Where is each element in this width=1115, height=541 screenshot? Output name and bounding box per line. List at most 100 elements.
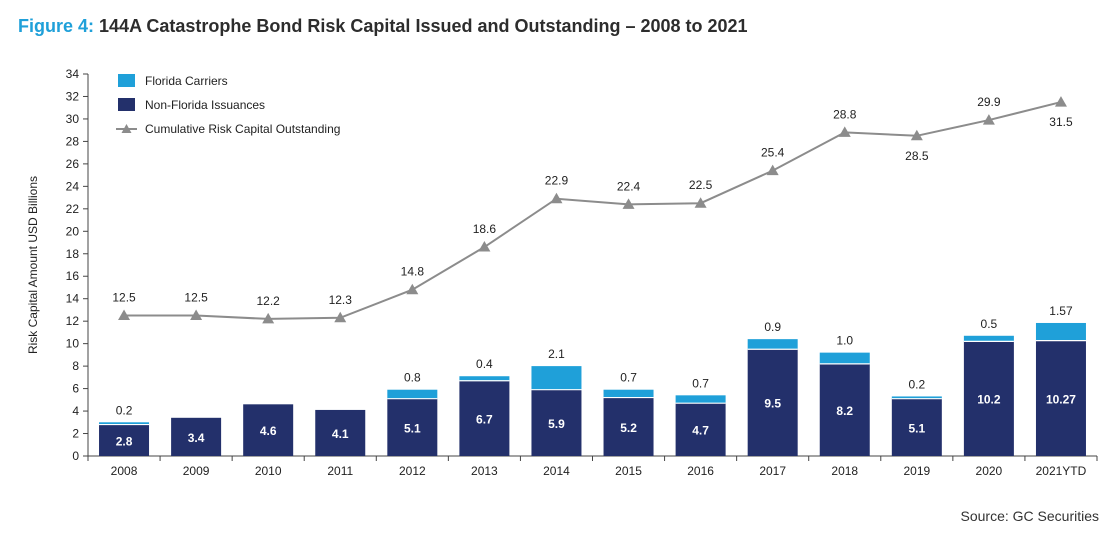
data-label-cumulative: 22.9 bbox=[545, 174, 569, 188]
data-label-florida: 0.5 bbox=[981, 317, 998, 331]
data-label-cumulative: 22.5 bbox=[689, 178, 713, 192]
legend-swatch-non-florida bbox=[118, 98, 135, 111]
data-label-cumulative: 12.2 bbox=[256, 294, 280, 308]
bar-florida bbox=[963, 335, 1014, 342]
y-tick-label: 16 bbox=[66, 269, 80, 283]
bar-florida bbox=[747, 339, 798, 350]
bar-non-florida bbox=[459, 380, 510, 456]
legend-label-non-florida: Non-Florida Issuances bbox=[145, 98, 265, 112]
x-tick-label: 2020 bbox=[976, 464, 1003, 478]
x-tick-label: 2009 bbox=[183, 464, 210, 478]
legend: Florida Carriers Non-Florida Issuances Cum… bbox=[116, 74, 340, 136]
y-tick-label: 4 bbox=[72, 404, 79, 418]
bar-non-florida bbox=[603, 397, 654, 456]
figure-label: Figure 4: bbox=[18, 16, 95, 36]
bar-non-florida bbox=[171, 417, 222, 456]
data-label-non-florida: 8.2 bbox=[836, 404, 853, 418]
cumulative-marker bbox=[1054, 96, 1067, 107]
x-tick-label: 2014 bbox=[543, 464, 570, 478]
cumulative-marker bbox=[118, 309, 131, 321]
data-label-non-florida: 4.7 bbox=[692, 424, 709, 438]
bar-florida bbox=[603, 389, 654, 398]
data-label-non-florida: 5.2 bbox=[620, 421, 637, 435]
x-tick-label: 2012 bbox=[399, 464, 426, 478]
cumulative-marker bbox=[766, 164, 779, 176]
x-tick-label: 2017 bbox=[759, 464, 786, 478]
y-tick-label: 6 bbox=[72, 382, 79, 396]
data-label-non-florida: 10.2 bbox=[977, 393, 1001, 407]
cumulative-marker bbox=[982, 114, 995, 125]
x-tick-label: 2010 bbox=[255, 464, 282, 478]
y-tick-label: 12 bbox=[66, 314, 80, 328]
bar-non-florida bbox=[819, 363, 870, 456]
y-tick-label: 32 bbox=[66, 89, 80, 103]
data-label-florida: 0.4 bbox=[476, 357, 493, 371]
cumulative-marker bbox=[334, 311, 347, 323]
bar-non-florida bbox=[891, 398, 942, 456]
bar-non-florida bbox=[243, 404, 294, 456]
bar-non-florida bbox=[315, 409, 366, 456]
data-label-non-florida: 10.27 bbox=[1046, 392, 1076, 406]
cumulative-marker bbox=[910, 129, 923, 141]
data-label-non-florida: 2.8 bbox=[116, 434, 133, 448]
data-label-cumulative: 14.8 bbox=[401, 265, 425, 279]
legend-label-cumulative: Cumulative Risk Capital Outstanding bbox=[145, 122, 340, 136]
y-tick-label: 30 bbox=[66, 112, 80, 126]
data-label-cumulative: 28.5 bbox=[905, 149, 929, 163]
bar-florida bbox=[891, 396, 942, 399]
bar-non-florida bbox=[387, 398, 438, 456]
x-tick-label: 2013 bbox=[471, 464, 498, 478]
bars: 2.8 0.2 3.4 4.6 4.1 5.1 0.8 6.7 0.4 5.9 2.1 5.2 0.7 4… bbox=[99, 304, 1086, 456]
data-label-non-florida: 4.6 bbox=[260, 424, 277, 438]
legend-swatch-florida bbox=[118, 74, 135, 87]
x-tick-label: 2008 bbox=[111, 464, 138, 478]
x-tick-label: 2019 bbox=[903, 464, 930, 478]
data-label-cumulative: 28.8 bbox=[833, 107, 857, 121]
chart-title: Figure 4: 144A Catastrophe Bond Risk Cap… bbox=[18, 16, 748, 37]
cumulative-polyline bbox=[124, 101, 1062, 320]
bar-florida bbox=[675, 395, 726, 404]
data-label-non-florida: 5.9 bbox=[548, 417, 565, 431]
y-tick-label: 34 bbox=[66, 67, 80, 81]
bar-non-florida bbox=[747, 349, 798, 456]
data-label-cumulative: 25.4 bbox=[761, 146, 785, 160]
data-label-non-florida: 5.1 bbox=[404, 421, 421, 435]
bar-florida bbox=[819, 352, 870, 364]
data-label-florida: 2.1 bbox=[548, 347, 565, 361]
cumulative-marker bbox=[838, 126, 851, 137]
cumulative-marker bbox=[694, 197, 707, 208]
data-label-non-florida: 3.4 bbox=[188, 431, 205, 445]
y-tick-label: 0 bbox=[72, 449, 79, 463]
x-tick-label: 2011 bbox=[327, 464, 353, 478]
data-label-florida: 0.8 bbox=[404, 371, 421, 385]
data-label-cumulative: 22.4 bbox=[617, 179, 641, 193]
bar-florida bbox=[459, 376, 510, 381]
source-note: Source: GC Securities bbox=[960, 508, 1100, 524]
cumulative-marker bbox=[550, 192, 563, 204]
cumulative-marker bbox=[190, 309, 203, 321]
y-tick-label: 22 bbox=[66, 202, 80, 216]
bar-non-florida bbox=[531, 389, 582, 456]
y-tick-label: 20 bbox=[66, 224, 80, 238]
legend-marker-cumulative bbox=[121, 124, 132, 133]
cumulative-line: 12.5 12.5 12.2 12.3 14.8 18.6 22.9 22.4 22.5 25.4… bbox=[112, 95, 1073, 324]
y-tick-label: 18 bbox=[66, 247, 80, 261]
data-label-florida: 0.7 bbox=[620, 371, 637, 385]
bar-non-florida bbox=[963, 341, 1014, 456]
data-label-cumulative: 12.3 bbox=[329, 293, 353, 307]
bar-florida bbox=[99, 422, 150, 425]
data-label-cumulative: 29.9 bbox=[977, 95, 1001, 109]
data-label-florida: 0.7 bbox=[692, 376, 709, 390]
data-label-non-florida: 6.7 bbox=[476, 412, 493, 426]
legend-label-florida: Florida Carriers bbox=[145, 74, 228, 88]
y-tick-label: 10 bbox=[66, 337, 80, 351]
cumulative-marker bbox=[262, 312, 275, 324]
y-tick-label: 2 bbox=[72, 427, 79, 441]
data-label-florida: 0.2 bbox=[116, 403, 133, 417]
data-label-non-florida: 9.5 bbox=[764, 397, 781, 411]
y-axis-label: Risk Capital Amount USD Billions bbox=[26, 176, 40, 354]
x-tick-label: 2016 bbox=[687, 464, 714, 478]
data-label-cumulative: 12.5 bbox=[112, 291, 136, 305]
x-tick-label: 2015 bbox=[615, 464, 642, 478]
